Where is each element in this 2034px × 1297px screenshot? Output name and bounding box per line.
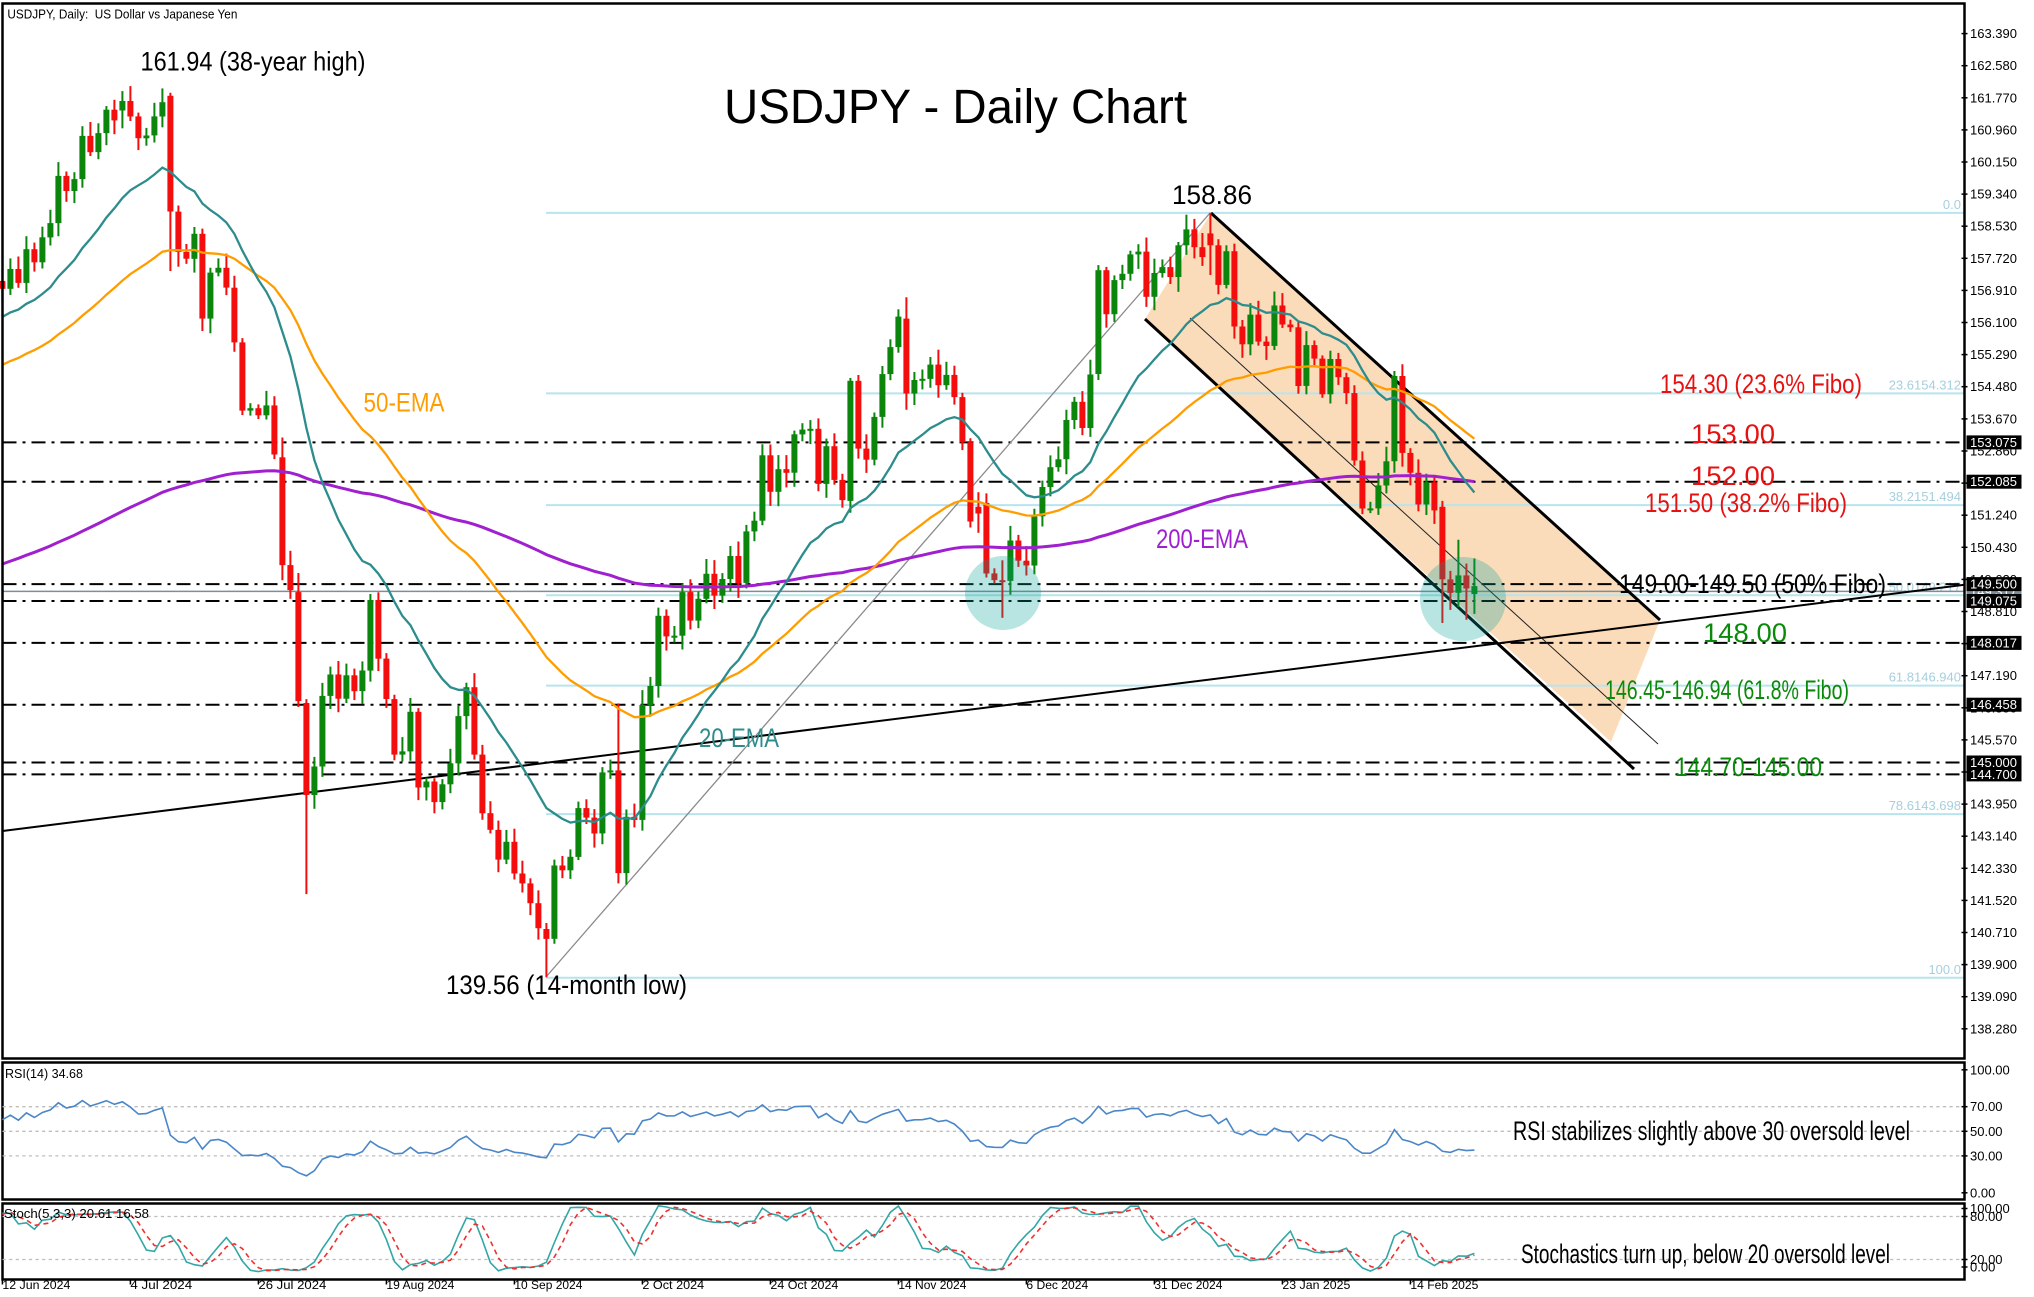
svg-text:0.0: 0.0 (1943, 197, 1961, 212)
svg-text:23.6154.312: 23.6154.312 (1889, 377, 1961, 392)
svg-text:152.00: 152.00 (1691, 461, 1775, 491)
svg-text:157.720: 157.720 (1970, 251, 2017, 266)
svg-text:149.00-149.50 (50% Fibo): 149.00-149.50 (50% Fibo) (1619, 569, 1886, 599)
svg-text:10 Sep 2024: 10 Sep 2024 (514, 1278, 582, 1292)
svg-text:161.770: 161.770 (1970, 90, 2017, 105)
svg-text:6 Dec 2024: 6 Dec 2024 (1026, 1278, 1088, 1292)
svg-text:RSI(14) 34.68: RSI(14) 34.68 (5, 1066, 83, 1081)
svg-text:156.910: 156.910 (1970, 283, 2017, 298)
svg-text:100.00: 100.00 (1970, 1201, 2010, 1216)
svg-text:31 Dec 2024: 31 Dec 2024 (1154, 1278, 1222, 1292)
svg-text:USDJPY, Daily: US Dollar vs J: USDJPY, Daily: US Dollar vs Japanese Yen (7, 7, 237, 22)
svg-text:159.340: 159.340 (1970, 187, 2017, 202)
svg-text:200-EMA: 200-EMA (1156, 524, 1248, 554)
svg-text:148.017: 148.017 (1970, 635, 2017, 650)
svg-text:155.290: 155.290 (1970, 347, 2017, 362)
svg-text:148.00: 148.00 (1703, 618, 1787, 648)
svg-text:151.50 (38.2% Fibo): 151.50 (38.2% Fibo) (1645, 488, 1847, 518)
svg-text:RSI stabilizes slightly above: RSI stabilizes slightly above 30 oversol… (1513, 1116, 1910, 1146)
svg-text:12 Jun 2024: 12 Jun 2024 (2, 1278, 70, 1292)
svg-text:160.960: 160.960 (1970, 122, 2017, 137)
svg-text:145.000: 145.000 (1970, 755, 2017, 770)
svg-text:30.00: 30.00 (1970, 1148, 2003, 1163)
svg-text:61.8146.940: 61.8146.940 (1889, 670, 1961, 685)
svg-text:153.00: 153.00 (1691, 419, 1775, 449)
svg-text:70.00: 70.00 (1970, 1099, 2003, 1114)
svg-text:160.150: 160.150 (1970, 155, 2017, 170)
svg-text:145.570: 145.570 (1970, 732, 2017, 747)
svg-text:100.00: 100.00 (1970, 1062, 2010, 1077)
svg-text:20-EMA: 20-EMA (699, 723, 779, 753)
svg-text:162.580: 162.580 (1970, 58, 2017, 73)
svg-text:50-EMA: 50-EMA (364, 388, 445, 418)
svg-text:USDJPY - Daily Chart: USDJPY - Daily Chart (724, 81, 1187, 134)
svg-text:161.94 (38-year high): 161.94 (38-year high) (141, 47, 366, 77)
svg-text:147.190: 147.190 (1970, 668, 2017, 683)
svg-text:146.45-146.94 (61.8% Fibo): 146.45-146.94 (61.8% Fibo) (1605, 675, 1849, 705)
svg-text:158.530: 158.530 (1970, 219, 2017, 234)
svg-text:152.085: 152.085 (1970, 474, 2017, 489)
svg-text:141.520: 141.520 (1970, 893, 2017, 908)
svg-text:14 Nov 2024: 14 Nov 2024 (898, 1278, 966, 1292)
svg-text:50.0149.217: 50.0149.217 (1889, 579, 1961, 594)
svg-text:149.075: 149.075 (1970, 594, 2017, 609)
svg-text:143.950: 143.950 (1970, 797, 2017, 812)
svg-text:0.00: 0.00 (1970, 1185, 1995, 1200)
svg-text:140.710: 140.710 (1970, 925, 2017, 940)
svg-text:38.2151.494: 38.2151.494 (1889, 489, 1961, 504)
svg-text:142.330: 142.330 (1970, 861, 2017, 876)
svg-text:Stoch(5,3,3) 20.61 16.58: Stoch(5,3,3) 20.61 16.58 (4, 1206, 149, 1221)
svg-text:153.075: 153.075 (1970, 435, 2017, 450)
svg-text:78.6143.698: 78.6143.698 (1889, 798, 1961, 813)
svg-text:80.00: 80.00 (1970, 1209, 2003, 1224)
svg-text:150.430: 150.430 (1970, 540, 2017, 555)
svg-text:149.500: 149.500 (1970, 577, 2017, 592)
svg-text:158.86: 158.86 (1172, 180, 1252, 210)
svg-text:151.240: 151.240 (1970, 508, 2017, 523)
svg-text:153.670: 153.670 (1970, 411, 2017, 426)
svg-text:Stochastics turn up, below 20: Stochastics turn up, below 20 oversold l… (1521, 1239, 1890, 1269)
svg-text:4 Jul 2024: 4 Jul 2024 (130, 1278, 192, 1292)
svg-text:139.090: 139.090 (1970, 989, 2017, 1004)
svg-text:139.56 (14-month low): 139.56 (14-month low) (446, 970, 687, 1000)
svg-text:154.480: 154.480 (1970, 379, 2017, 394)
svg-text:50.00: 50.00 (1970, 1124, 2003, 1139)
svg-text:139.900: 139.900 (1970, 957, 2017, 972)
svg-text:26 Jul 2024: 26 Jul 2024 (258, 1278, 326, 1292)
svg-text:20.00: 20.00 (1970, 1252, 2003, 1267)
svg-text:143.140: 143.140 (1970, 829, 2017, 844)
svg-text:24 Oct 2024: 24 Oct 2024 (770, 1278, 838, 1292)
svg-text:23 Jan 2025: 23 Jan 2025 (1282, 1278, 1350, 1292)
svg-text:0.00: 0.00 (1970, 1260, 1995, 1275)
svg-text:146.458: 146.458 (1970, 697, 2017, 712)
svg-text:156.100: 156.100 (1970, 315, 2017, 330)
svg-text:100.0: 100.0 (1928, 962, 1961, 977)
svg-text:163.390: 163.390 (1970, 26, 2017, 41)
svg-text:144.700: 144.700 (1970, 767, 2017, 782)
svg-text:144.70-145.00: 144.70-145.00 (1675, 752, 1822, 782)
svg-text:14 Feb 2025: 14 Feb 2025 (1410, 1278, 1478, 1292)
svg-text:154.30 (23.6% Fibo): 154.30 (23.6% Fibo) (1660, 369, 1862, 399)
svg-text:19 Aug 2024: 19 Aug 2024 (386, 1278, 454, 1292)
svg-text:138.280: 138.280 (1970, 1021, 2017, 1036)
svg-text:2 Oct 2024: 2 Oct 2024 (642, 1278, 704, 1292)
